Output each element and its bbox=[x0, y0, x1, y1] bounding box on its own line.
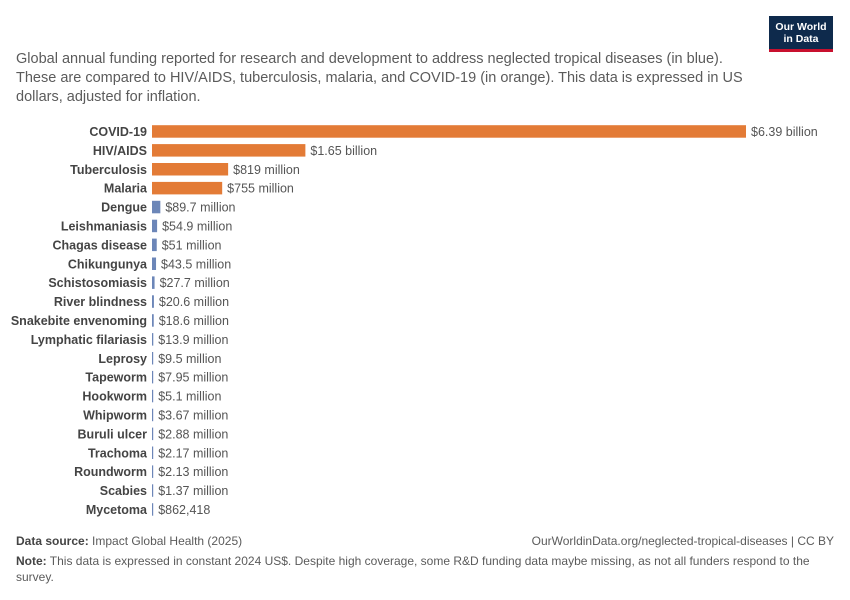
value-label-hiv-aids: $1.65 billion bbox=[310, 144, 377, 158]
value-label-dengue: $89.7 million bbox=[165, 201, 235, 215]
value-label-chagas-disease: $51 million bbox=[162, 238, 222, 252]
category-label-hookworm: Hookworm bbox=[82, 390, 147, 404]
value-label-whipworm: $3.67 million bbox=[158, 408, 228, 422]
bar-chagas-disease[interactable] bbox=[152, 238, 157, 252]
bar-trachoma[interactable] bbox=[152, 446, 154, 460]
chart-note: Note: This data is expressed in constant… bbox=[16, 553, 834, 585]
source-label: Data source: bbox=[16, 534, 89, 548]
category-label-malaria: Malaria bbox=[104, 182, 148, 196]
category-label-scabies: Scabies bbox=[100, 484, 147, 498]
logo-line-1: Our World bbox=[775, 20, 827, 33]
value-label-river-blindness: $20.6 million bbox=[159, 295, 229, 309]
category-label-tuberculosis: Tuberculosis bbox=[70, 163, 147, 177]
bar-hiv-aids[interactable] bbox=[152, 144, 306, 157]
value-label-covid-19: $6.39 billion bbox=[751, 125, 818, 139]
owid-logo[interactable]: Our World in Data bbox=[769, 16, 833, 52]
bar-whipworm[interactable] bbox=[152, 408, 154, 422]
value-label-hookworm: $5.1 million bbox=[158, 390, 221, 404]
bar-tapeworm[interactable] bbox=[152, 370, 154, 384]
bar-buruli-ulcer[interactable] bbox=[152, 427, 154, 441]
note-text: This data is expressed in constant 2024 … bbox=[16, 554, 810, 584]
value-label-buruli-ulcer: $2.88 million bbox=[158, 427, 228, 441]
value-label-leishmaniasis: $54.9 million bbox=[162, 219, 232, 233]
source-url[interactable]: OurWorldinData.org/neglected-tropical-di… bbox=[531, 534, 834, 548]
category-label-trachoma: Trachoma bbox=[88, 446, 148, 460]
bar-schistosomiasis[interactable] bbox=[152, 276, 155, 289]
category-label-lymphatic-filariasis: Lymphatic filariasis bbox=[31, 333, 147, 347]
value-label-lymphatic-filariasis: $13.9 million bbox=[158, 333, 228, 347]
category-label-chagas-disease: Chagas disease bbox=[53, 238, 148, 252]
data-source: Data source: Impact Global Health (2025)… bbox=[16, 533, 834, 549]
bar-roundworm[interactable] bbox=[152, 465, 154, 478]
bar-tuberculosis[interactable] bbox=[152, 163, 229, 176]
bar-lymphatic-filariasis[interactable] bbox=[152, 333, 154, 346]
value-label-scabies: $1.37 million bbox=[158, 484, 228, 498]
bar-hookworm[interactable] bbox=[152, 389, 154, 403]
value-label-schistosomiasis: $27.7 million bbox=[160, 276, 230, 290]
bar-leprosy[interactable] bbox=[152, 352, 154, 365]
value-label-chikungunya: $43.5 million bbox=[161, 257, 231, 271]
logo-line-2: in Data bbox=[783, 32, 819, 45]
category-label-roundworm: Roundworm bbox=[74, 465, 147, 479]
category-label-schistosomiasis: Schistosomiasis bbox=[48, 276, 147, 290]
bar-covid-19[interactable] bbox=[152, 125, 746, 138]
category-label-whipworm: Whipworm bbox=[83, 408, 147, 422]
bar-scabies[interactable] bbox=[152, 484, 154, 497]
category-label-chikungunya: Chikungunya bbox=[68, 257, 148, 271]
value-label-tapeworm: $7.95 million bbox=[158, 371, 228, 385]
bar-snakebite-envenoming[interactable] bbox=[152, 314, 154, 327]
source-text[interactable]: Impact Global Health (2025) bbox=[92, 534, 243, 548]
value-label-trachoma: $2.17 million bbox=[158, 446, 228, 460]
bar-chikungunya[interactable] bbox=[152, 257, 157, 271]
category-label-buruli-ulcer: Buruli ulcer bbox=[78, 427, 148, 441]
value-label-tuberculosis: $819 million bbox=[233, 163, 300, 177]
value-label-leprosy: $9.5 million bbox=[158, 352, 221, 366]
bar-malaria[interactable] bbox=[152, 181, 223, 195]
value-label-roundworm: $2.13 million bbox=[158, 465, 228, 479]
category-label-hiv-aids: HIV/AIDS bbox=[93, 144, 147, 158]
category-label-dengue: Dengue bbox=[101, 201, 147, 215]
value-label-mycetoma: $862,418 bbox=[158, 503, 210, 517]
category-label-river-blindness: River blindness bbox=[54, 295, 147, 309]
category-label-tapeworm: Tapeworm bbox=[85, 371, 147, 385]
category-label-leishmaniasis: Leishmaniasis bbox=[61, 219, 147, 233]
chart-subtitle: Global annual funding reported for resea… bbox=[16, 51, 743, 105]
bar-leishmaniasis[interactable] bbox=[152, 219, 158, 233]
bar-dengue[interactable] bbox=[152, 200, 161, 214]
bar-mycetoma[interactable] bbox=[152, 503, 154, 516]
bar-chart: COVID-19 $6.39 billion HIV/AIDS $1.65 billi… bbox=[11, 125, 818, 517]
category-label-covid-19: COVID-19 bbox=[89, 125, 147, 139]
category-label-mycetoma: Mycetoma bbox=[86, 503, 148, 517]
value-label-malaria: $755 million bbox=[227, 182, 294, 196]
category-label-snakebite-envenoming: Snakebite envenoming bbox=[11, 314, 147, 328]
value-label-snakebite-envenoming: $18.6 million bbox=[159, 314, 229, 328]
category-label-leprosy: Leprosy bbox=[98, 352, 147, 366]
bar-river-blindness[interactable] bbox=[152, 295, 154, 308]
note-label: Note: bbox=[16, 554, 47, 568]
